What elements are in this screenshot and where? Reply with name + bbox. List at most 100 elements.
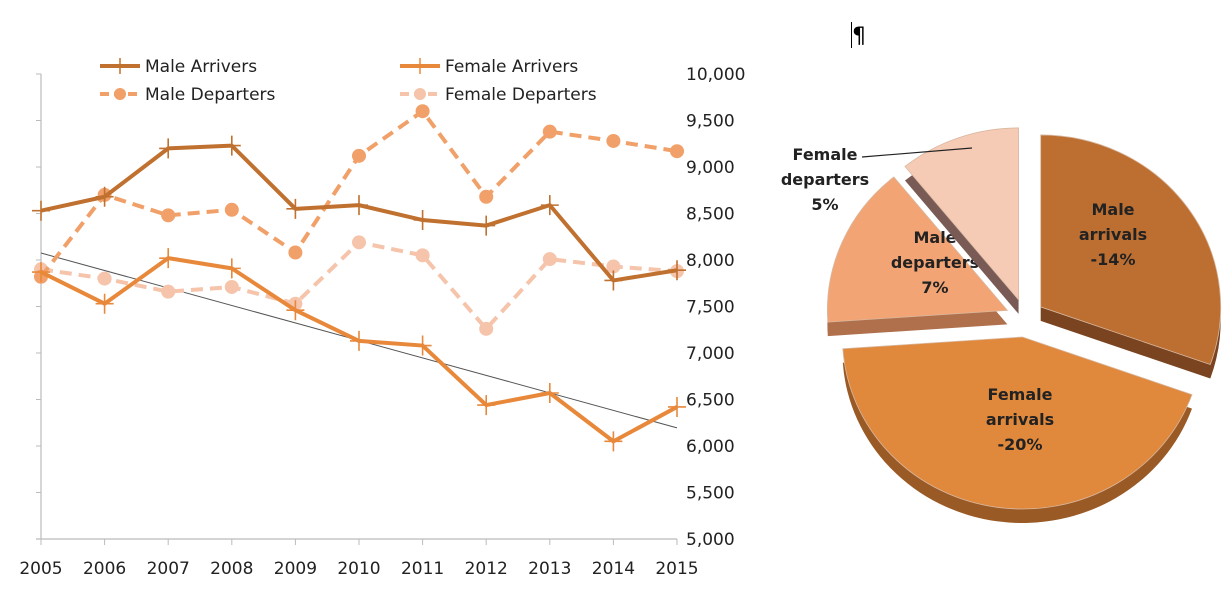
text-cursor (851, 22, 852, 48)
data-point (159, 248, 178, 269)
pie-label: -14% (1091, 250, 1136, 269)
data-point (413, 210, 432, 231)
legend-item: Female Departers (400, 85, 597, 105)
y-tick-label: 10,000 (686, 65, 745, 85)
pie-label: Female (988, 385, 1053, 404)
data-point (352, 148, 366, 163)
data-point (540, 195, 559, 216)
data-point (479, 321, 494, 336)
data-point (668, 260, 686, 281)
data-point (542, 124, 557, 139)
data-point (95, 293, 114, 314)
legend-item: Female Arrivers (400, 57, 578, 77)
y-tick-label: 6,000 (686, 437, 735, 457)
data-point (161, 284, 176, 299)
legend-label: Female Departers (445, 85, 597, 105)
data-point (352, 235, 366, 250)
y-tick-label: 6,500 (686, 391, 735, 411)
pie-label: -20% (998, 435, 1043, 454)
y-tick-label: 9,500 (686, 112, 735, 132)
pie-slice (904, 127, 1019, 301)
pie-slice-female-arrivals: Female arrivals -20% (842, 336, 1193, 524)
x-tick-label: 2005 (19, 559, 62, 579)
pie-label: Male (913, 228, 956, 247)
data-point (477, 395, 496, 416)
x-tick-label: 2013 (528, 559, 571, 579)
x-tick-label: 2015 (655, 559, 698, 579)
y-tick-label: 5,500 (686, 484, 735, 504)
series-male-departers (34, 104, 684, 284)
x-tick-label: 2006 (83, 559, 126, 579)
data-point (32, 262, 50, 283)
x-tick-label: 2008 (210, 559, 253, 579)
y-tick-label: 7,500 (686, 298, 735, 318)
x-tick-label: 2011 (401, 559, 444, 579)
data-point (479, 189, 494, 204)
x-tick-label: 2014 (592, 559, 635, 579)
y-tick-label: 7,000 (686, 344, 735, 364)
data-point (222, 135, 241, 156)
data-point (224, 202, 239, 217)
data-point (477, 215, 496, 236)
x-tick-label: 2010 (337, 559, 380, 579)
pie-leader-line (861, 147, 973, 158)
x-tick-label: 2007 (147, 559, 190, 579)
data-point (604, 431, 623, 452)
data-point (161, 208, 176, 223)
legend-marker (414, 88, 426, 100)
pie-label: departers (781, 170, 869, 189)
pie-slice (1040, 134, 1222, 366)
x-tick-label: 2009 (274, 559, 317, 579)
data-point (286, 300, 305, 321)
pie-label: Male (1091, 200, 1134, 219)
data-point (288, 245, 303, 260)
data-point (32, 200, 50, 221)
series-line (39, 109, 678, 278)
legend-label: Male Arrivers (145, 57, 257, 77)
data-point (415, 104, 430, 119)
data-point (415, 248, 430, 263)
data-point (413, 335, 432, 356)
pie-label: Female (793, 145, 858, 164)
pie-slice (842, 336, 1193, 510)
series-line (40, 240, 678, 331)
data-point (606, 133, 621, 148)
x-tick-label: 2012 (465, 559, 508, 579)
data-point (222, 258, 241, 279)
pie-slice-male-arrivals: Male arrivals -14% (1040, 134, 1222, 379)
pie-slice-female-departers: Female departers 5% (781, 127, 1019, 314)
y-tick-label: 9,000 (686, 158, 735, 178)
legend-item: Male Departers (100, 85, 276, 105)
pie-label: 7% (921, 278, 948, 297)
data-point (97, 271, 112, 286)
legend-label: Female Arrivers (445, 57, 578, 77)
data-point (604, 270, 623, 291)
data-point (668, 396, 686, 417)
series-male-arrivers (32, 135, 686, 291)
series-female-arrivers (32, 248, 686, 452)
pie-label: arrivals (1079, 225, 1147, 244)
pie-label: arrivals (986, 410, 1054, 429)
data-point (95, 186, 114, 207)
legend-marker (114, 88, 126, 100)
y-tick-label: 5,000 (686, 530, 735, 550)
data-point (159, 138, 178, 159)
legend-label: Male Departers (145, 85, 276, 105)
y-tick-label: 8,500 (686, 205, 735, 225)
data-point (670, 144, 684, 159)
data-point (350, 330, 368, 351)
pie-label: departers (891, 253, 979, 272)
data-point (286, 198, 305, 219)
data-point (350, 195, 368, 216)
legend-item: Male Arrivers (100, 57, 257, 77)
data-point (606, 259, 621, 274)
data-point (542, 252, 557, 267)
pie-label: 5% (811, 195, 838, 214)
paragraph-mark: ¶ (852, 24, 866, 49)
pie-slice-male-departers: Male departers 7% (826, 176, 1009, 337)
data-point (540, 382, 559, 403)
data-point (224, 279, 239, 294)
y-tick-label: 8,000 (686, 251, 735, 271)
pie-slice (826, 176, 1009, 323)
